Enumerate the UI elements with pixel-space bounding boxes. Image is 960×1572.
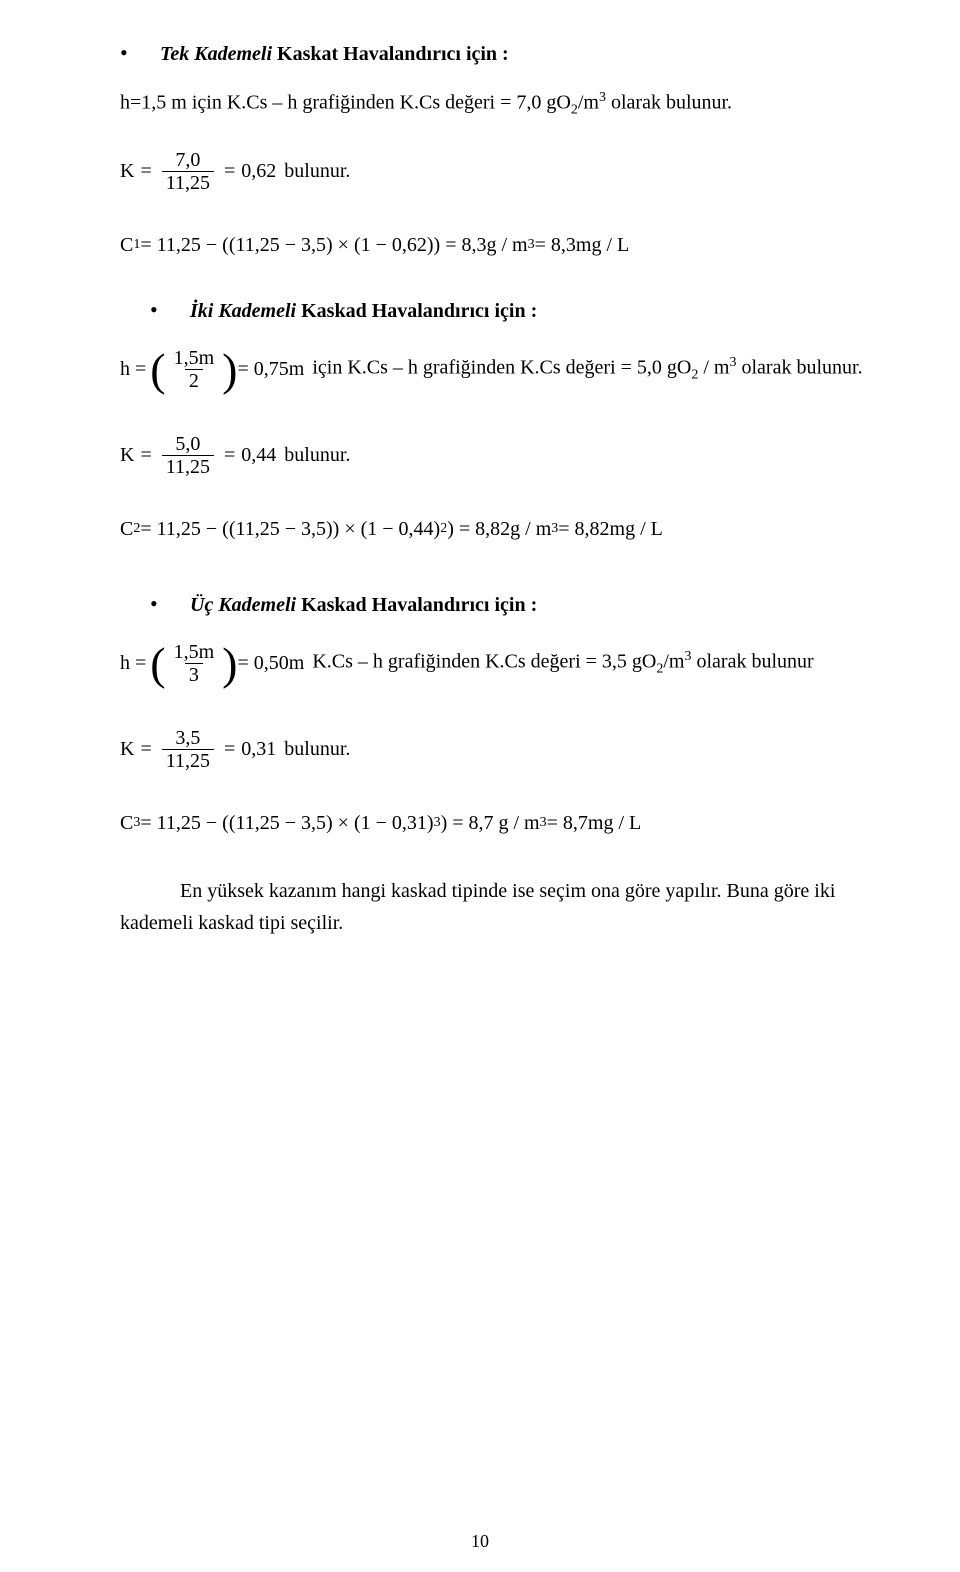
- frac-den: 3: [185, 663, 203, 686]
- paren-right-icon: ): [222, 347, 237, 393]
- conclusion-b: kademeli kaskad tipi seçilir.: [120, 912, 343, 934]
- K-val: 0,31: [241, 738, 276, 761]
- K-after: bulunur.: [284, 444, 350, 467]
- section1-line1a: h=1,5 m için K.Cs – h grafiğinden K.Cs d…: [120, 92, 571, 114]
- section3-K-eq: K = 3,5 11,25 = 0,31 bulunur.: [120, 727, 880, 772]
- h-after-b: /m: [663, 651, 684, 673]
- K-symbol: K: [120, 444, 134, 467]
- section2-K-eq: K = 5,0 11,25 = 0,44 bulunur.: [120, 433, 880, 478]
- page: • Tek Kademeli Kaskat Havalandırıcı için…: [0, 0, 960, 1572]
- h-symbol: h =: [120, 652, 146, 675]
- C-expr-a: = 11,25 − ((11,25 − 3,5)) × (1 − 0,44): [140, 518, 440, 541]
- frac-num: 5,0: [171, 433, 204, 455]
- eq-sign: =: [224, 738, 235, 761]
- frac-num: 3,5: [171, 727, 204, 749]
- frac-num: 1,5m: [170, 641, 219, 663]
- eq-sign: =: [140, 444, 151, 467]
- K-symbol: K: [120, 160, 134, 183]
- sub-2: 2: [571, 103, 578, 118]
- section1-heading: • Tek Kademeli Kaskat Havalandırıcı için…: [120, 40, 880, 66]
- h-after-a: için K.Cs – h grafiğinden K.Cs değeri = …: [312, 357, 691, 379]
- C-expr-a: = 11,25 − ((11,25 − 3,5) × (1 − 0,31): [140, 812, 433, 835]
- paren-left-icon: (: [150, 347, 165, 393]
- frac-den: 2: [185, 369, 203, 392]
- frac-den: 11,25: [162, 171, 214, 194]
- eq-sign: =: [140, 160, 151, 183]
- section1-line1c: olarak bulunur.: [606, 92, 732, 114]
- frac-den: 11,25: [162, 455, 214, 478]
- C-expr-b: = 8,3mg / L: [535, 234, 630, 257]
- sup-3: 3: [434, 815, 441, 831]
- h-val: = 0,50m: [238, 652, 305, 675]
- sup-3: 3: [551, 521, 558, 537]
- section2-heading-prefix: İki Kademeli: [190, 300, 296, 322]
- section2-heading: • İki Kademeli Kaskad Havalandırıcı için…: [150, 297, 880, 323]
- section2-heading-rest: Kaskad Havalandırıcı için :: [296, 300, 537, 322]
- sup-2: 2: [440, 521, 447, 537]
- h-after-c: olarak bulunur: [691, 651, 813, 673]
- fraction: 3,5 11,25: [162, 727, 214, 772]
- section3-heading: • Üç Kademeli Kaskad Havalandırıcı için …: [150, 591, 880, 617]
- conclusion-a: En yüksek kazanım hangi kaskad tipinde i…: [180, 880, 835, 902]
- section3-heading-prefix: Üç Kademeli: [190, 594, 296, 616]
- section3-heading-rest: Kaskad Havalandırıcı için :: [296, 594, 537, 616]
- sup-3: 3: [540, 815, 547, 831]
- K-symbol: K: [120, 738, 134, 761]
- eq-sign: =: [140, 738, 151, 761]
- K-after: bulunur.: [284, 160, 350, 183]
- section1-heading-rest: Kaskat Havalandırıcı için :: [272, 43, 509, 65]
- paren-fraction: ( 1,5m 3 ): [150, 641, 237, 687]
- C-expr-c: = 8,82mg / L: [558, 518, 663, 541]
- K-val: 0,62: [241, 160, 276, 183]
- section1-line1: h=1,5 m için K.Cs – h grafiğinden K.Cs d…: [120, 90, 880, 119]
- C-symbol: C: [120, 812, 133, 835]
- h-symbol: h =: [120, 358, 146, 381]
- section2-C-eq: C2 = 11,25 − ((11,25 − 3,5)) × (1 − 0,44…: [120, 518, 880, 541]
- paren-left-icon: (: [150, 641, 165, 687]
- fraction: 7,0 11,25: [162, 149, 214, 194]
- C-symbol: C: [120, 518, 133, 541]
- page-number: 10: [0, 1531, 960, 1552]
- h-after: K.Cs – h grafiğinden K.Cs değeri = 3,5 g…: [312, 649, 813, 678]
- section1-line1b: /m: [578, 92, 599, 114]
- frac-num: 1,5m: [170, 347, 219, 369]
- section1-C-eq: C1 = 11,25 − ((11,25 − 3,5) × (1 − 0,62)…: [120, 234, 880, 257]
- K-val: 0,44: [241, 444, 276, 467]
- section1-K-eq: K = 7,0 11,25 = 0,62 bulunur.: [120, 149, 880, 194]
- C-symbol: C: [120, 234, 133, 257]
- eq-sign: =: [224, 160, 235, 183]
- C-sub: 2: [133, 521, 140, 537]
- frac-den: 11,25: [162, 749, 214, 772]
- h-after-c: olarak bulunur.: [736, 357, 862, 379]
- eq-sign: =: [224, 444, 235, 467]
- h-after-a: K.Cs – h grafiğinden K.Cs değeri = 3,5 g…: [312, 651, 656, 673]
- paren-fraction: ( 1,5m 2 ): [150, 347, 237, 393]
- section3-h-eq: h = ( 1,5m 3 ) = 0,50m K.Cs – h grafiğin…: [120, 641, 880, 687]
- frac-num: 7,0: [171, 149, 204, 171]
- h-val: = 0,75m: [238, 358, 305, 381]
- section2-h-eq: h = ( 1,5m 2 ) = 0,75m için K.Cs – h gra…: [120, 347, 880, 393]
- section3-C-eq: C3 = 11,25 − ((11,25 − 3,5) × (1 − 0,31)…: [120, 812, 880, 835]
- C-expr-a: = 11,25 − ((11,25 − 3,5) × (1 − 0,62)) =…: [140, 234, 527, 257]
- C-sub: 1: [133, 237, 140, 253]
- C-expr-b: ) = 8,7 g / m: [441, 812, 540, 835]
- sup-3: 3: [528, 237, 535, 253]
- fraction: 1,5m 2: [170, 347, 219, 392]
- C-sub: 3: [133, 815, 140, 831]
- h-after-b: / m: [698, 357, 729, 379]
- bullet-icon: •: [120, 40, 160, 66]
- sup-3: 3: [599, 90, 606, 105]
- conclusion: En yüksek kazanım hangi kaskad tipinde i…: [120, 875, 880, 939]
- C-expr-b: ) = 8,82g / m: [447, 518, 551, 541]
- section1-heading-prefix: Tek Kademeli: [160, 43, 272, 65]
- bullet-icon: •: [150, 297, 190, 323]
- fraction: 1,5m 3: [170, 641, 219, 686]
- paren-right-icon: ): [222, 641, 237, 687]
- bullet-icon: •: [150, 591, 190, 617]
- h-after: için K.Cs – h grafiğinden K.Cs değeri = …: [312, 355, 862, 384]
- K-after: bulunur.: [284, 738, 350, 761]
- C-expr-c: = 8,7mg / L: [547, 812, 642, 835]
- fraction: 5,0 11,25: [162, 433, 214, 478]
